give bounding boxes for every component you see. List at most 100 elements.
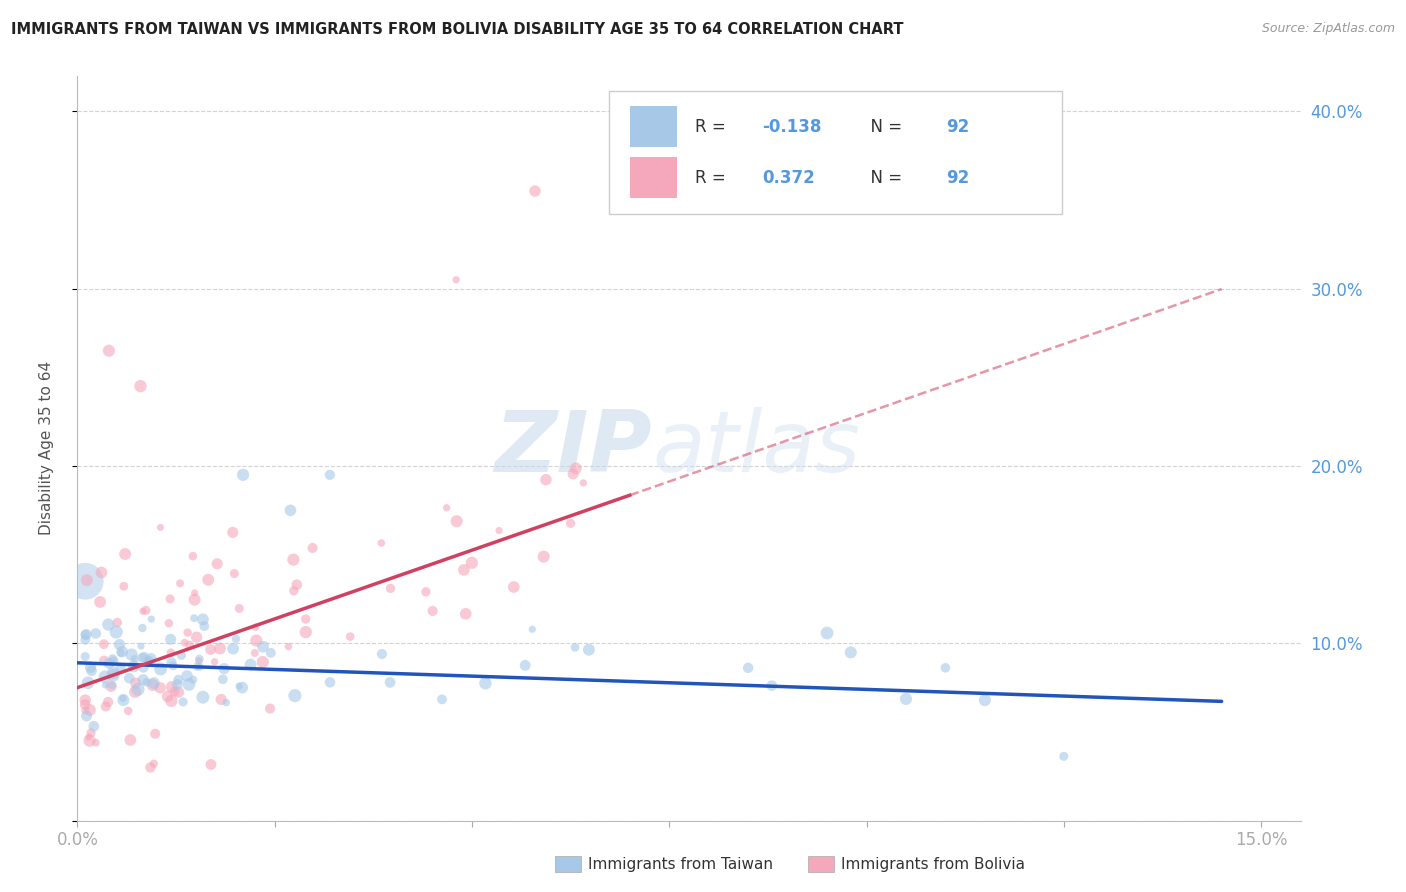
- Point: [446, 514, 468, 528]
- Point: [160, 646, 183, 660]
- Point: [94, 678, 117, 692]
- Point: [84, 626, 107, 640]
- Point: [172, 695, 194, 709]
- Point: [179, 638, 201, 652]
- Text: 92: 92: [946, 169, 969, 186]
- Point: [533, 549, 555, 564]
- Point: [228, 679, 250, 693]
- Point: [380, 582, 402, 596]
- Point: [160, 694, 183, 708]
- Point: [94, 670, 117, 684]
- Point: [280, 503, 302, 517]
- Point: [283, 583, 305, 598]
- Point: [118, 671, 141, 685]
- Point: [77, 675, 100, 690]
- Point: [454, 607, 477, 621]
- Point: [124, 685, 146, 699]
- Point: [170, 648, 193, 663]
- Point: [131, 621, 153, 635]
- Point: [156, 690, 179, 704]
- Text: atlas: atlas: [652, 407, 860, 490]
- Text: -0.138: -0.138: [762, 118, 821, 136]
- Point: [232, 467, 254, 482]
- Point: [75, 649, 97, 664]
- Point: [139, 651, 162, 665]
- Point: [103, 668, 125, 682]
- Point: [129, 639, 152, 653]
- Point: [186, 630, 208, 644]
- Point: [453, 563, 475, 577]
- Point: [212, 662, 235, 676]
- Point: [142, 678, 165, 692]
- Point: [839, 645, 862, 659]
- Point: [141, 612, 163, 626]
- Point: [162, 658, 184, 673]
- Point: [131, 650, 153, 665]
- Point: [761, 679, 783, 693]
- Point: [98, 657, 121, 671]
- Point: [142, 756, 165, 771]
- Point: [444, 273, 467, 287]
- Point: [283, 552, 305, 566]
- Point: [188, 659, 211, 673]
- Point: [103, 665, 125, 680]
- Point: [188, 652, 211, 666]
- Point: [177, 677, 200, 691]
- Point: [97, 343, 120, 358]
- Point: [562, 467, 585, 481]
- Point: [215, 696, 238, 710]
- Point: [560, 516, 582, 531]
- Point: [105, 625, 128, 640]
- Point: [135, 675, 157, 690]
- Text: Immigrants from Taiwan: Immigrants from Taiwan: [588, 857, 773, 871]
- Text: N =: N =: [860, 169, 907, 186]
- Point: [142, 676, 165, 690]
- Point: [224, 566, 246, 581]
- Point: [284, 689, 307, 703]
- Point: [79, 733, 101, 747]
- Point: [132, 604, 155, 618]
- Point: [149, 520, 172, 534]
- Point: [90, 566, 112, 580]
- Point: [77, 730, 100, 744]
- Text: 92: 92: [946, 118, 969, 136]
- Point: [101, 678, 124, 692]
- Point: [973, 693, 995, 707]
- Point: [97, 695, 120, 709]
- Point: [136, 653, 159, 667]
- Point: [188, 654, 211, 668]
- Point: [1053, 749, 1076, 764]
- Point: [294, 625, 316, 640]
- Point: [378, 675, 401, 690]
- Point: [934, 661, 956, 675]
- FancyBboxPatch shape: [609, 91, 1062, 213]
- Point: [197, 573, 219, 587]
- Point: [228, 601, 250, 615]
- Point: [371, 647, 394, 661]
- FancyBboxPatch shape: [630, 106, 676, 147]
- Point: [105, 615, 128, 630]
- Point: [75, 574, 97, 589]
- Point: [160, 656, 183, 670]
- Point: [252, 640, 274, 654]
- Point: [173, 635, 195, 649]
- Text: ZIP: ZIP: [495, 407, 652, 490]
- Y-axis label: Disability Age 35 to 64: Disability Age 35 to 64: [39, 361, 53, 535]
- Point: [121, 648, 143, 662]
- Point: [79, 703, 101, 717]
- Point: [208, 641, 231, 656]
- Point: [139, 760, 162, 774]
- Point: [430, 692, 453, 706]
- Text: Source: ZipAtlas.com: Source: ZipAtlas.com: [1261, 22, 1395, 36]
- Point: [108, 638, 131, 652]
- Point: [80, 664, 103, 678]
- Point: [436, 500, 458, 515]
- Point: [176, 625, 198, 640]
- Point: [243, 646, 266, 660]
- Point: [181, 549, 204, 564]
- Point: [89, 595, 111, 609]
- Point: [564, 640, 586, 655]
- Point: [245, 633, 267, 648]
- Text: R =: R =: [695, 118, 731, 136]
- Point: [101, 651, 124, 665]
